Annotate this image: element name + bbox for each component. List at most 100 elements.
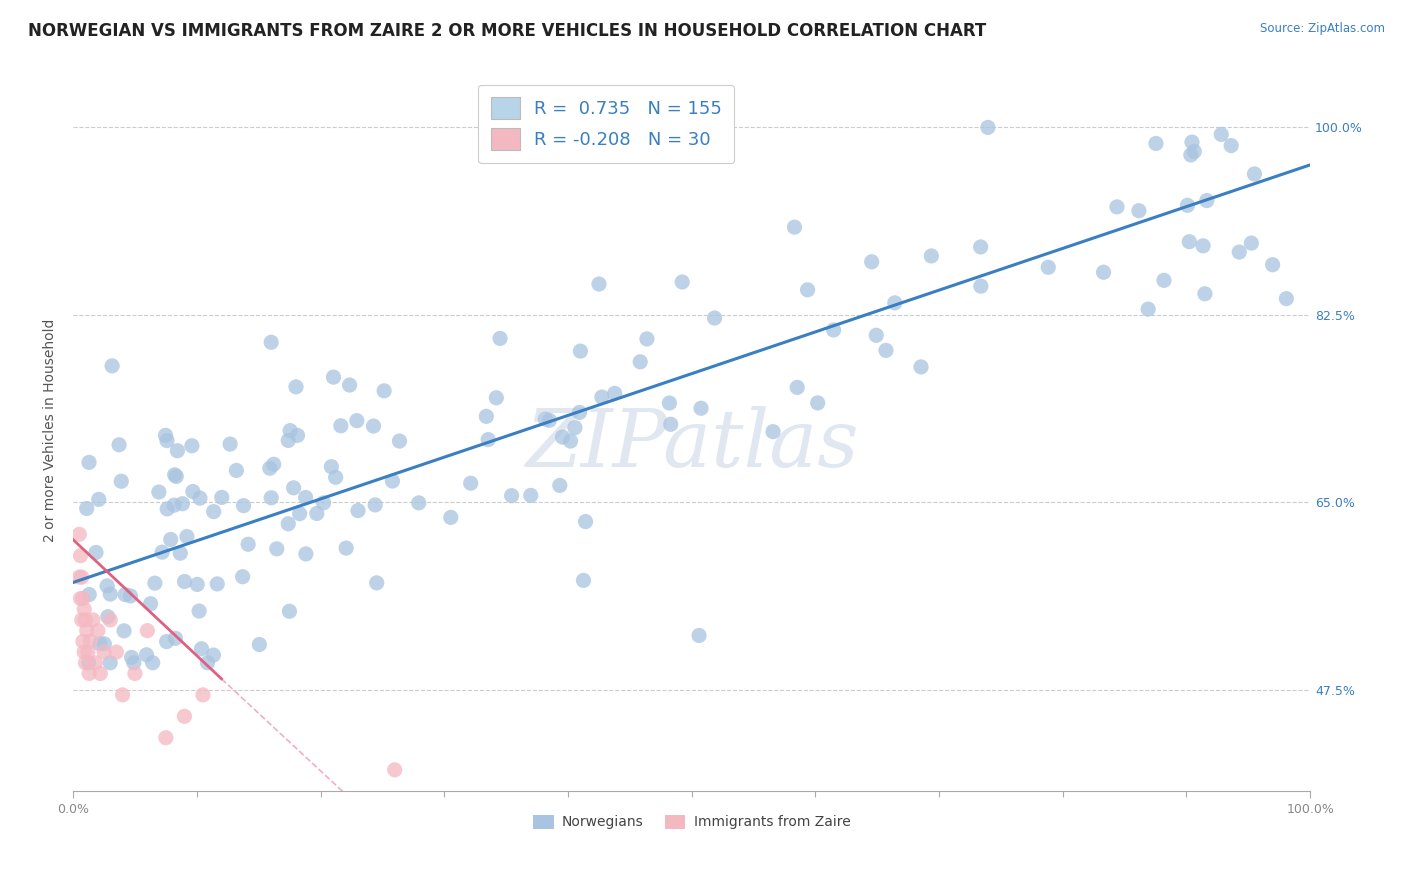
Point [285, 380, 308, 394]
Point [762, 425, 785, 439]
Point [860, 254, 883, 268]
Point [120, 589, 142, 603]
Point [205, 577, 228, 591]
Point [73, 602, 96, 616]
Point [105, 645, 128, 659]
Point [489, 331, 512, 345]
Point [384, 763, 406, 777]
Point [75, 656, 97, 670]
Point [163, 467, 186, 482]
Point [690, 401, 713, 416]
Point [101, 359, 124, 373]
Point [312, 496, 335, 510]
Point [688, 628, 710, 642]
Point [263, 458, 285, 472]
Point [883, 296, 905, 310]
Point [70, 570, 93, 584]
Point [225, 463, 247, 477]
Point [169, 546, 191, 560]
Point [93, 645, 115, 659]
Point [77, 666, 100, 681]
Point [1092, 265, 1115, 279]
Point [277, 516, 299, 531]
Point [920, 249, 942, 263]
Point [232, 499, 254, 513]
Point [1240, 236, 1263, 251]
Point [325, 470, 347, 484]
Point [1177, 198, 1199, 212]
Point [112, 624, 135, 638]
Text: ZIPatlas: ZIPatlas [524, 406, 859, 483]
Point [139, 597, 162, 611]
Point [295, 547, 318, 561]
Point [278, 604, 301, 618]
Point [283, 481, 305, 495]
Point [84, 545, 107, 559]
Point [77, 656, 100, 670]
Point [69, 549, 91, 563]
Point [659, 417, 682, 432]
Point [211, 491, 233, 505]
Point [364, 498, 387, 512]
Point [1192, 239, 1215, 253]
Point [636, 332, 658, 346]
Point [321, 459, 343, 474]
Point [977, 120, 1000, 135]
Point [569, 344, 592, 359]
Point [122, 656, 145, 670]
Point [190, 641, 212, 656]
Point [173, 709, 195, 723]
Point [98, 613, 121, 627]
Point [172, 497, 194, 511]
Point [150, 545, 173, 559]
Point [186, 577, 208, 591]
Point [335, 541, 357, 555]
Point [219, 437, 242, 451]
Point [305, 507, 328, 521]
Point [191, 688, 214, 702]
Point [72, 591, 94, 606]
Point [77, 588, 100, 602]
Point [572, 574, 595, 588]
Point [156, 502, 179, 516]
Point [1137, 302, 1160, 317]
Point [564, 420, 586, 434]
Point [142, 656, 165, 670]
Point [148, 485, 170, 500]
Point [1038, 260, 1060, 275]
Point [232, 570, 254, 584]
Point [180, 439, 202, 453]
Point [67, 527, 90, 541]
Point [202, 505, 225, 519]
Point [259, 461, 281, 475]
Point [475, 409, 498, 424]
Point [1243, 167, 1265, 181]
Point [346, 414, 368, 428]
Point [591, 390, 613, 404]
Point [1178, 235, 1201, 249]
Point [165, 469, 187, 483]
Point [628, 355, 651, 369]
Point [111, 688, 134, 702]
Point [156, 634, 179, 648]
Point [121, 650, 143, 665]
Point [1220, 138, 1243, 153]
Point [87, 492, 110, 507]
Point [188, 491, 211, 505]
Point [1195, 194, 1218, 208]
Point [166, 443, 188, 458]
Point [159, 533, 181, 547]
Point [260, 491, 283, 505]
Point [155, 731, 177, 745]
Point [98, 656, 121, 670]
Point [381, 474, 404, 488]
Point [176, 530, 198, 544]
Point [1275, 292, 1298, 306]
Point [588, 277, 610, 291]
Point [97, 609, 120, 624]
Point [574, 515, 596, 529]
Point [969, 240, 991, 254]
Point [82, 613, 104, 627]
Point [181, 484, 204, 499]
Point [560, 434, 582, 448]
